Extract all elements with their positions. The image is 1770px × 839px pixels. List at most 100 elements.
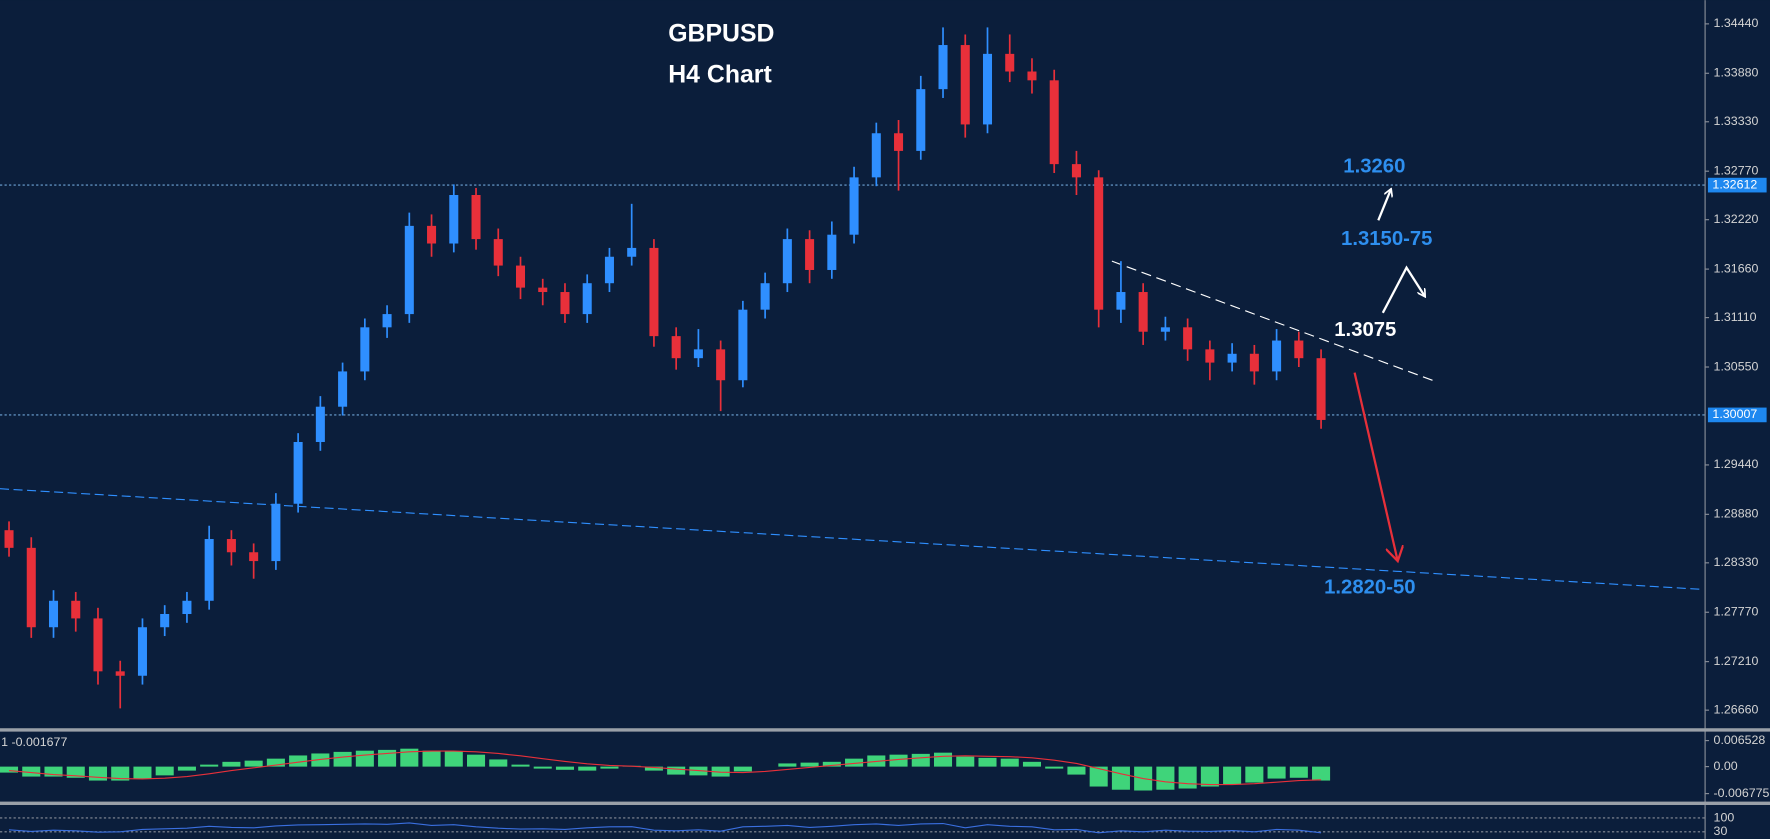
trendline	[1111, 260, 1438, 383]
candle-body	[1249, 353, 1259, 372]
candle-body	[137, 627, 147, 676]
macd-bar	[333, 751, 352, 767]
candle-body	[93, 618, 103, 672]
candle-body	[982, 53, 993, 125]
arrow-zigzag	[1381, 265, 1425, 314]
macd-bar	[44, 766, 63, 777]
candle-body	[1316, 358, 1326, 420]
candle-body	[226, 539, 236, 553]
panel-separator	[0, 728, 1770, 732]
candle-body	[382, 314, 392, 328]
macd-bar	[266, 758, 285, 767]
candle-body	[1094, 177, 1104, 310]
macd-bar	[933, 752, 953, 767]
macd-bar	[1245, 766, 1264, 783]
macd-bar	[1156, 766, 1175, 790]
y-tick-label: 1.30550	[1714, 359, 1759, 373]
candle-body	[1005, 53, 1015, 72]
macd-bar	[1000, 758, 1019, 767]
macd-bar	[489, 759, 508, 767]
macd-bar	[511, 764, 530, 767]
panel-separator	[0, 801, 1770, 805]
candle-body	[849, 177, 859, 235]
macd-bar	[1089, 766, 1108, 787]
macd-bar	[1289, 766, 1308, 778]
macd-bar	[466, 754, 486, 767]
candle-body	[1160, 327, 1170, 332]
macd-bar	[1067, 766, 1086, 775]
candle-body	[4, 530, 14, 548]
macd-bar	[289, 755, 308, 767]
candle-body	[293, 441, 303, 504]
candle-body	[760, 283, 770, 310]
y-tick-label: 0.00	[1714, 759, 1738, 773]
macd-bar	[889, 754, 908, 767]
macd-bar	[1267, 766, 1286, 779]
candle-body	[738, 309, 748, 381]
macd-bar	[1022, 761, 1042, 767]
macd-bar	[822, 761, 841, 767]
candle-body	[48, 600, 59, 628]
candle-body	[1049, 80, 1059, 165]
candle-body	[916, 89, 926, 151]
y-tick-label: 1.27210	[1714, 654, 1759, 668]
candle-body	[1294, 340, 1304, 359]
macd-bar	[956, 756, 975, 767]
macd-bar	[155, 766, 174, 776]
macd-bar	[1312, 766, 1331, 781]
candle-body	[1205, 349, 1215, 363]
candle-body	[1116, 292, 1126, 310]
macd-bar	[422, 750, 441, 767]
plot: 1.34440 1.33880 1.33330 1.32770 1.32220 1.316…	[0, 16, 1770, 838]
candle-body	[716, 349, 726, 381]
macd-bar	[1200, 766, 1219, 787]
candle-body	[338, 371, 348, 407]
y-tick-label: 1.31110	[1714, 310, 1757, 324]
rsi-line	[8, 822, 1322, 834]
candle-body	[182, 600, 192, 615]
candle-body	[115, 671, 125, 676]
candle-body	[1227, 353, 1237, 363]
chart-subtitle: H4 Chart	[668, 61, 771, 88]
candle-body	[315, 406, 325, 442]
y-tick-label: 1.27770	[1714, 605, 1759, 619]
candle-body	[582, 283, 592, 315]
annotation: 1.3150-75	[1341, 228, 1432, 250]
macd-bar	[667, 766, 686, 775]
macd-bar	[1223, 766, 1242, 785]
macd-bar	[311, 753, 330, 767]
macd-bar	[0, 766, 19, 773]
level-label: 1.32612	[1712, 177, 1757, 191]
y-tick-label: 1.34440	[1714, 16, 1759, 30]
macd-bar	[66, 766, 85, 778]
candle-body	[1071, 164, 1081, 178]
macd-bar	[177, 766, 196, 771]
candle-body	[1272, 340, 1282, 372]
macd-bar	[444, 751, 463, 767]
y-tick-label: 1.29440	[1714, 457, 1759, 471]
y-tick-label: 1.26660	[1714, 702, 1759, 716]
candle-body	[160, 614, 170, 628]
candle-body	[1183, 327, 1193, 350]
annotation: 1.3075	[1334, 319, 1396, 341]
level-tag	[1707, 407, 1767, 423]
candle-body	[604, 256, 614, 284]
candle-body	[1027, 71, 1037, 81]
macd-bar	[378, 749, 397, 767]
macd-bar	[111, 766, 130, 781]
candle-body	[782, 239, 792, 284]
candle-body	[827, 234, 837, 270]
y-tick-label: 30	[1714, 824, 1728, 838]
candle-body	[271, 503, 281, 562]
macd-bar	[555, 766, 575, 770]
arrow-up	[1377, 190, 1390, 221]
candle-body	[693, 349, 703, 359]
y-tick-label: 1.32220	[1714, 212, 1759, 226]
candle-body	[1138, 292, 1148, 332]
macd-bar	[222, 761, 241, 767]
macd-bar	[22, 766, 41, 777]
macd-bar	[355, 750, 374, 767]
candle-body	[627, 247, 637, 257]
